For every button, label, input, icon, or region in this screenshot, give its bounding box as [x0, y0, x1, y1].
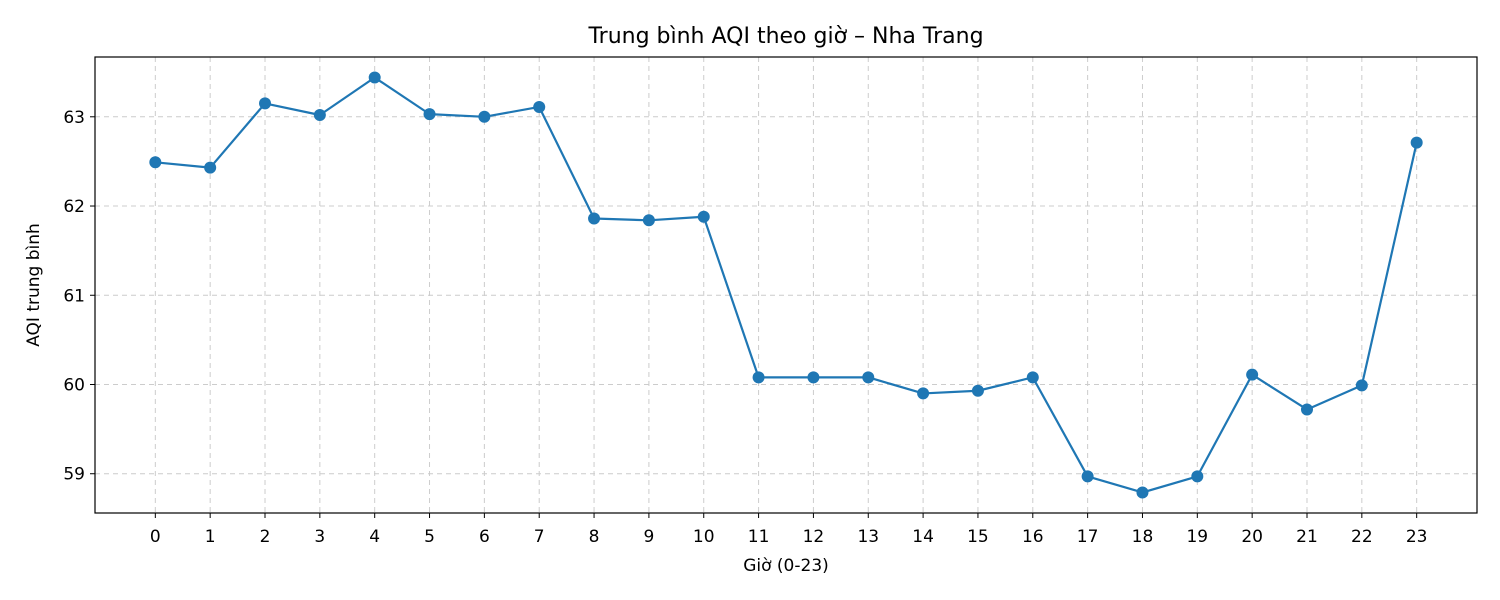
x-tick-label: 16 [1022, 527, 1044, 547]
data-point [1191, 470, 1204, 483]
y-axis-label: AQI trung bình [24, 223, 44, 347]
x-tick-label: 9 [643, 527, 654, 547]
data-point [588, 212, 601, 225]
series-line [155, 76, 1418, 494]
data-point [313, 109, 326, 122]
data-point [259, 97, 272, 110]
chart-title: Trung bình AQI theo giờ – Nha Trang [587, 24, 983, 49]
series-layer [149, 71, 1423, 499]
x-tick-label: 14 [912, 527, 934, 547]
x-tick-label: 19 [1186, 527, 1208, 547]
data-point [697, 210, 710, 223]
x-tick-label: 23 [1406, 527, 1428, 547]
x-tick-label: 0 [150, 527, 161, 547]
data-point [862, 371, 875, 384]
x-tick-label: 18 [1132, 527, 1154, 547]
data-point [642, 214, 655, 227]
data-point [1081, 470, 1094, 483]
y-tick-label: 63 [63, 108, 85, 128]
data-point [149, 156, 162, 169]
x-tick-label: 11 [748, 527, 770, 547]
data-point [204, 161, 217, 174]
x-tick-label: 20 [1241, 527, 1263, 547]
data-point [1246, 368, 1259, 381]
x-tick-label: 5 [424, 527, 435, 547]
data-point [533, 100, 546, 113]
data-point [1136, 486, 1149, 499]
x-tick-label: 4 [369, 527, 380, 547]
x-tick-label: 10 [693, 527, 715, 547]
x-tick-label: 2 [260, 527, 271, 547]
data-point [423, 108, 436, 121]
y-tick-label: 62 [63, 197, 85, 217]
y-tick-label: 61 [63, 286, 85, 306]
data-point [807, 371, 820, 384]
x-tick-label: 8 [589, 527, 600, 547]
data-point [917, 387, 930, 400]
x-tick-label: 22 [1351, 527, 1373, 547]
x-tick-label: 21 [1296, 527, 1318, 547]
data-point [752, 371, 765, 384]
data-point [971, 384, 984, 397]
data-point [478, 110, 491, 123]
x-tick-label: 15 [967, 527, 989, 547]
ticks: 0 1 2 3 4 5 6 7 8 9 10 11 12 13 14 15 16 17 18 19 20 21 22 2359… [63, 108, 1427, 547]
x-tick-label: 12 [803, 527, 825, 547]
x-tick-label: 17 [1077, 527, 1099, 547]
y-tick-label: 60 [63, 375, 85, 395]
data-point [1355, 379, 1368, 392]
data-point [368, 71, 381, 84]
data-point [1026, 371, 1039, 384]
x-tick-label: 1 [205, 527, 216, 547]
data-point [1300, 403, 1313, 416]
data-point [1410, 136, 1423, 149]
plot-frame [94, 56, 1478, 514]
x-tick-label: 13 [857, 527, 879, 547]
x-tick-label: 3 [314, 527, 325, 547]
x-tick-label: 6 [479, 527, 490, 547]
x-tick-label: 7 [534, 527, 545, 547]
y-tick-label: 59 [63, 465, 85, 485]
grid [95, 57, 1477, 513]
x-axis-label: Giờ (0-23) [743, 556, 829, 576]
